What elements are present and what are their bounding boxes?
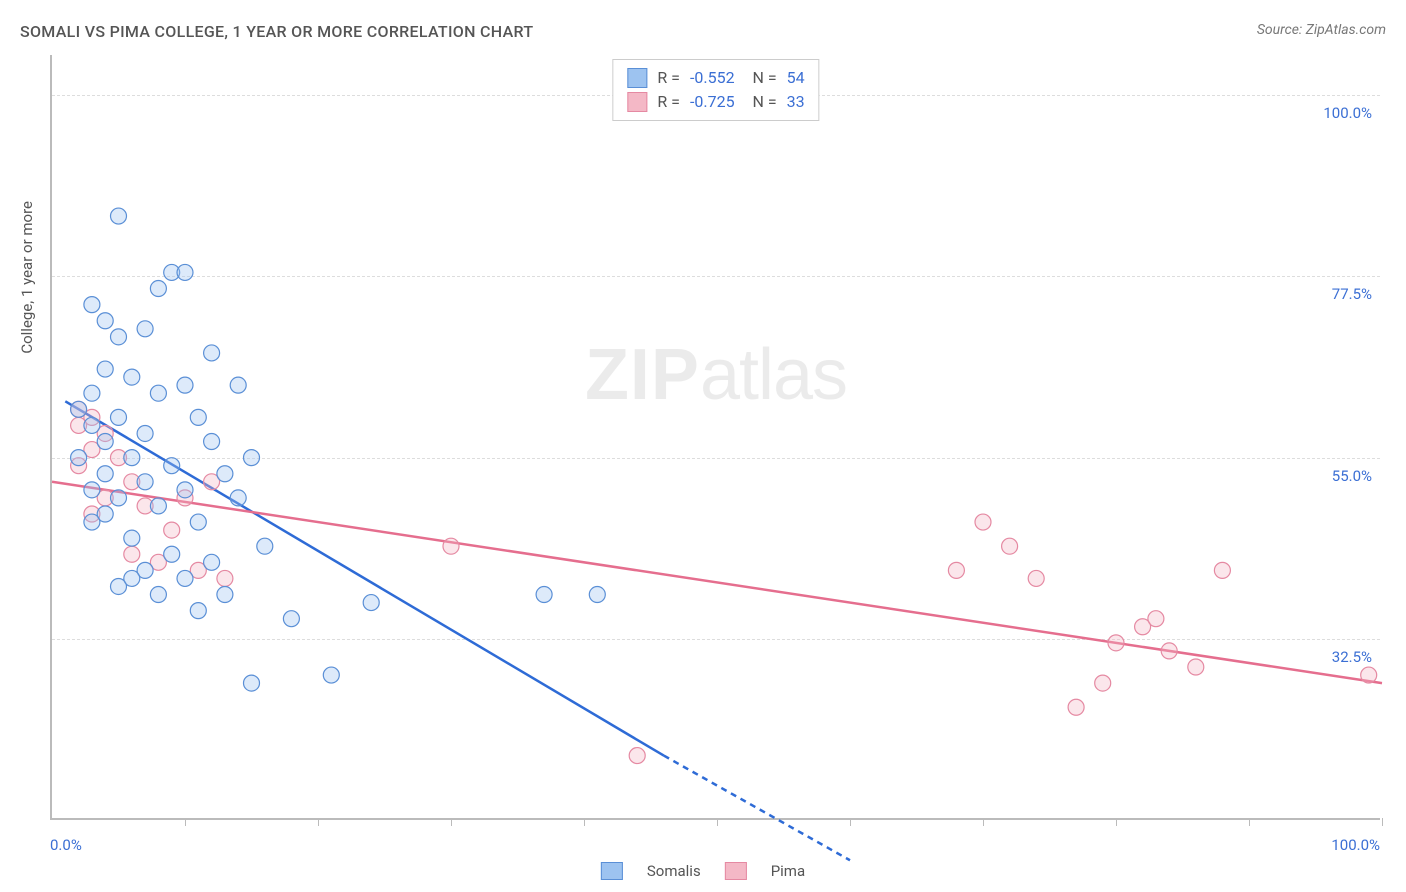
- chart-title: SOMALI VS PIMA COLLEGE, 1 YEAR OR MORE C…: [20, 22, 533, 41]
- gridline: [52, 458, 1380, 459]
- legend-row-pima: R = -0.725 N = 33: [627, 90, 804, 114]
- swatch-somalis-icon: [627, 68, 647, 88]
- x-axis-label-right: 100.0%: [1331, 836, 1380, 854]
- watermark: ZIPatlas: [585, 334, 847, 416]
- y-tick-label: 100.0%: [1323, 104, 1372, 122]
- y-axis-title: College, 1 year or more: [18, 201, 36, 354]
- trend-lines: [52, 55, 1382, 820]
- y-tick-label: 32.5%: [1332, 648, 1372, 666]
- swatch-somalis-icon: [601, 862, 623, 880]
- chart-container: SOMALI VS PIMA COLLEGE, 1 YEAR OR MORE C…: [0, 0, 1406, 892]
- plot-area: ZIPatlas 100.0% 77.5% 55.0% 32.5% R = -0.55…: [50, 55, 1380, 820]
- swatch-pima-icon: [627, 92, 647, 112]
- y-tick-label: 55.0%: [1332, 467, 1372, 485]
- series-legend: Somalis Pima: [601, 862, 805, 880]
- gridline: [52, 276, 1380, 277]
- legend-label-somalis: Somalis: [647, 862, 701, 880]
- legend-row-somalis: R = -0.552 N = 54: [627, 66, 804, 90]
- y-tick-label: 77.5%: [1332, 285, 1372, 303]
- legend-label-pima: Pima: [771, 862, 805, 880]
- gridline: [52, 639, 1380, 640]
- source-attribution: Source: ZipAtlas.com: [1257, 22, 1386, 38]
- correlation-legend: R = -0.552 N = 54 R = -0.725 N = 33: [612, 59, 819, 121]
- swatch-pima-icon: [725, 862, 747, 880]
- scatter-points: [52, 55, 1382, 820]
- x-axis-label-left: 0.0%: [50, 836, 82, 854]
